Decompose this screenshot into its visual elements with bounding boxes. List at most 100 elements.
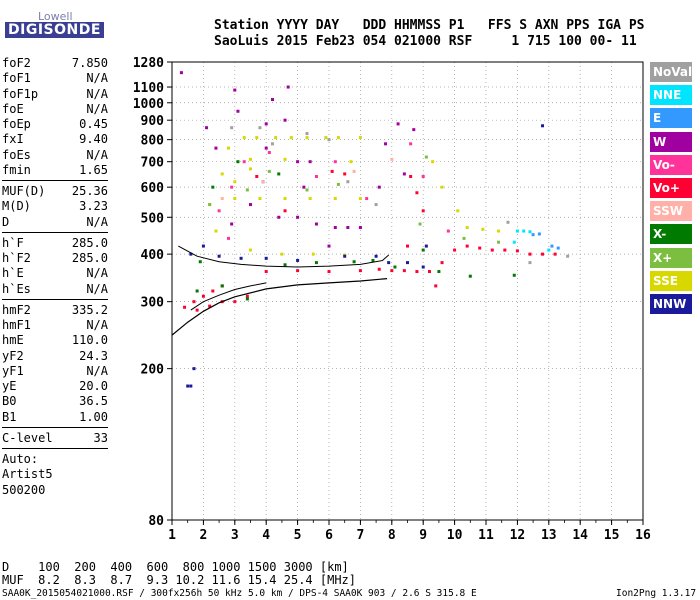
data-point bbox=[220, 172, 224, 176]
data-point bbox=[283, 118, 287, 122]
parameter-value: 285.0 bbox=[71, 235, 108, 250]
y-tick-label: 600 bbox=[141, 181, 165, 196]
parameter-label: foEs bbox=[2, 147, 31, 162]
parameter-row: h`Es N/A bbox=[2, 282, 108, 297]
data-point bbox=[189, 384, 193, 388]
logo-lowell: Lowell bbox=[38, 10, 73, 23]
parameter-row: foE N/A bbox=[2, 102, 108, 117]
electron-density-profile bbox=[171, 278, 388, 336]
y-tick-label: 80 bbox=[148, 514, 164, 529]
data-point bbox=[283, 157, 287, 161]
data-point bbox=[427, 270, 431, 274]
parameter-row: D N/A bbox=[2, 215, 108, 230]
parameter-label: h`Es bbox=[2, 281, 31, 296]
x-tick-label: 16 bbox=[635, 528, 651, 543]
data-point bbox=[446, 229, 450, 233]
data-point bbox=[277, 172, 281, 176]
data-point bbox=[311, 252, 315, 256]
data-point bbox=[352, 260, 356, 264]
data-point bbox=[465, 244, 469, 248]
data-point bbox=[377, 185, 381, 189]
x-tick-label: 9 bbox=[419, 528, 427, 543]
data-point bbox=[264, 270, 268, 274]
clevel-label: C-level bbox=[2, 430, 53, 445]
parameter-value: 36.5 bbox=[79, 394, 108, 409]
data-point bbox=[220, 197, 224, 201]
auto-line: Auto: bbox=[2, 452, 108, 467]
parameter-row: hmF2 335.2 bbox=[2, 303, 108, 318]
parameter-row: hmE 110.0 bbox=[2, 333, 108, 348]
x-tick-label: 15 bbox=[604, 528, 620, 543]
data-point bbox=[522, 229, 526, 233]
x-tick-label: 10 bbox=[447, 528, 463, 543]
y-tick-label: 1280 bbox=[133, 56, 164, 71]
software-version: Ion2Png 1.3.17 bbox=[616, 588, 697, 599]
data-point bbox=[230, 185, 234, 189]
legend-item: W bbox=[650, 131, 692, 152]
parameter-row: MUF(D) 25.36 bbox=[2, 184, 108, 199]
data-point bbox=[324, 136, 328, 140]
parameter-label: hmF1 bbox=[2, 318, 31, 332]
data-point bbox=[233, 88, 237, 92]
parameter-row: foEp 0.45 bbox=[2, 117, 108, 132]
legend-item: NNW bbox=[650, 293, 692, 314]
data-point bbox=[503, 248, 507, 252]
parameter-row: foEs N/A bbox=[2, 148, 108, 163]
parameter-value: 285.0 bbox=[71, 251, 108, 265]
data-point bbox=[214, 146, 218, 150]
x-tick-label: 6 bbox=[325, 528, 333, 543]
y-tick-label: 900 bbox=[141, 114, 165, 129]
data-point bbox=[286, 85, 290, 89]
data-point bbox=[305, 132, 309, 136]
parameter-value: N/A bbox=[86, 101, 108, 116]
data-point bbox=[437, 270, 441, 274]
y-tick-label: 500 bbox=[141, 211, 165, 226]
file-info: SAA0K_2015054021000.RSF / 300fx256h 50 k… bbox=[2, 588, 477, 599]
data-point bbox=[333, 197, 337, 201]
data-point bbox=[239, 256, 243, 260]
muf-value-row: MUF 8.2 8.3 8.7 9.3 10.2 11.6 15.4 25.4 … bbox=[2, 573, 357, 587]
data-point bbox=[506, 220, 510, 224]
data-point bbox=[424, 155, 428, 159]
data-point bbox=[406, 261, 409, 265]
data-point bbox=[195, 308, 199, 312]
parameter-value: N/A bbox=[86, 266, 108, 281]
data-point bbox=[374, 203, 378, 207]
parameter-label: foF2 bbox=[2, 56, 31, 70]
data-point bbox=[512, 273, 516, 277]
data-point bbox=[280, 252, 284, 256]
chart-ticks: 1 2 3 4 5 6 7 8 9 10 11 12 13 14 15 1680200300400500600… bbox=[133, 56, 651, 543]
data-point bbox=[343, 172, 347, 176]
parameter-value: 9.40 bbox=[79, 132, 108, 147]
data-point bbox=[227, 146, 231, 150]
data-point bbox=[264, 256, 268, 260]
data-point bbox=[358, 136, 362, 140]
data-point bbox=[434, 284, 438, 288]
data-point bbox=[528, 252, 532, 256]
parameter-group-1: foF2 7.850 foF1 N/A foF1p N/A foE N/A foEp 0.45 fx… bbox=[2, 56, 108, 178]
parameter-label: fmin bbox=[2, 162, 31, 177]
data-point bbox=[358, 225, 362, 229]
data-point bbox=[249, 248, 252, 252]
y-tick-label: 400 bbox=[141, 248, 165, 263]
data-point bbox=[418, 222, 422, 226]
data-point bbox=[531, 233, 535, 237]
data-point bbox=[402, 269, 406, 273]
data-point bbox=[198, 260, 202, 264]
data-point bbox=[267, 151, 271, 155]
data-point bbox=[343, 254, 347, 258]
data-point bbox=[258, 126, 262, 130]
divider bbox=[2, 298, 108, 300]
data-point bbox=[236, 109, 240, 113]
parameter-value: 110.0 bbox=[71, 333, 108, 348]
parameter-value: 20.0 bbox=[79, 379, 108, 393]
data-point bbox=[308, 197, 312, 201]
parameter-value: 7.850 bbox=[71, 56, 108, 70]
parameter-value: N/A bbox=[86, 363, 108, 378]
parameter-row: yE 20.0 bbox=[2, 379, 108, 394]
data-point bbox=[245, 294, 249, 298]
legend-item: X+ bbox=[650, 247, 692, 268]
data-point bbox=[205, 126, 209, 130]
data-point bbox=[179, 71, 183, 75]
